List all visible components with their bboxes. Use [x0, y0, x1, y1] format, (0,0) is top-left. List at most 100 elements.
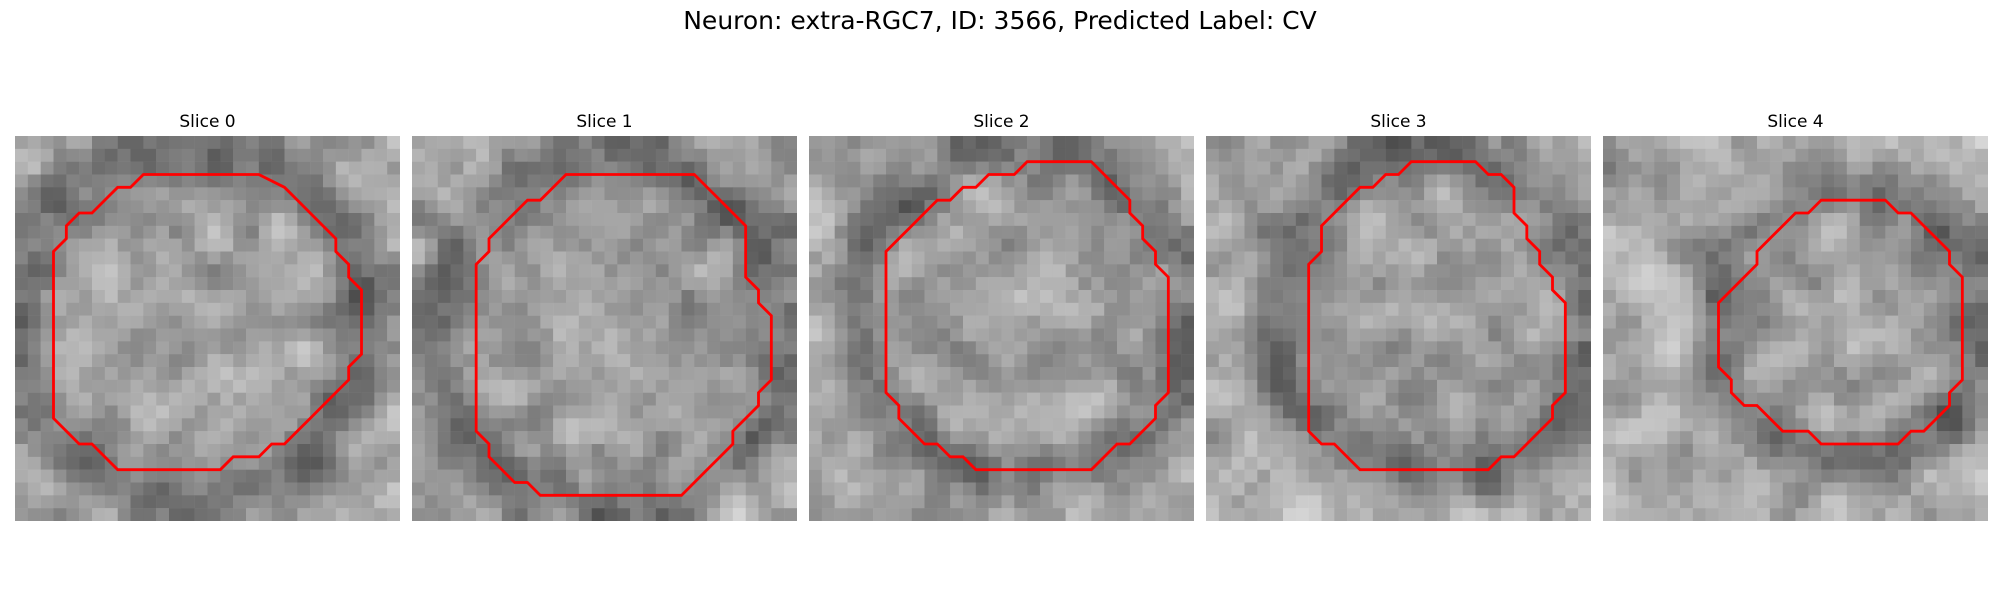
pixel [720, 277, 734, 291]
pixel [1718, 251, 1732, 265]
pixel [950, 161, 964, 175]
pixel [130, 405, 144, 419]
pixel [117, 431, 131, 445]
pixel [1744, 174, 1758, 188]
pixel [1795, 148, 1809, 162]
pixel [1846, 264, 1860, 278]
pixel [53, 315, 67, 329]
pixel [15, 174, 29, 188]
pixel [387, 405, 400, 419]
pixel [233, 290, 247, 304]
pixel [1692, 456, 1706, 470]
pixel [681, 315, 695, 329]
pixel [1603, 161, 1617, 175]
pixel [1385, 456, 1399, 470]
pixel [501, 456, 515, 470]
pixel [1898, 136, 1912, 150]
pixel [911, 418, 925, 432]
pixel [1782, 456, 1796, 470]
pixel [437, 341, 451, 355]
pixel [1462, 431, 1476, 445]
pixel [988, 469, 1002, 483]
pixel [79, 328, 93, 342]
pixel [821, 392, 835, 406]
pixel [591, 341, 605, 355]
pixel [975, 136, 989, 150]
pixel [1218, 444, 1232, 458]
pixel [1885, 405, 1899, 419]
pixel [1718, 302, 1732, 316]
pixel [1628, 469, 1642, 483]
pixel [655, 367, 669, 381]
pixel [643, 354, 657, 368]
pixel [1936, 456, 1950, 470]
pixel [809, 482, 823, 496]
pixel [1859, 508, 1873, 521]
pixel [27, 161, 41, 175]
pixel [1514, 418, 1528, 432]
pixel [40, 482, 54, 496]
pixel [1065, 302, 1079, 316]
pixel [604, 469, 618, 483]
pixel [246, 418, 260, 432]
pixel [117, 213, 131, 227]
pixel [924, 174, 938, 188]
pixel [1270, 213, 1284, 227]
pixel [1578, 341, 1591, 355]
pixel [1885, 354, 1899, 368]
pixel [514, 251, 528, 265]
pixel [1155, 341, 1169, 355]
pixel [1757, 200, 1771, 214]
pixel [374, 354, 388, 368]
pixel [1244, 161, 1258, 175]
pixel [1206, 264, 1220, 278]
pixel [784, 277, 797, 291]
pixel [489, 251, 503, 265]
pixel [694, 508, 708, 521]
pixel [1962, 392, 1976, 406]
pixel [1808, 379, 1822, 393]
pixel [1834, 508, 1848, 521]
pixel [1155, 187, 1169, 201]
pixel [1744, 213, 1758, 227]
pixel [720, 392, 734, 406]
pixel [501, 200, 515, 214]
pixel [1398, 392, 1412, 406]
pixel [387, 508, 400, 521]
pixel [540, 302, 554, 316]
pixel [1462, 495, 1476, 509]
pixel [1718, 444, 1732, 458]
pixel [1078, 456, 1092, 470]
pixel [514, 418, 528, 432]
pixel [1872, 148, 1886, 162]
pixel [1065, 341, 1079, 355]
pixel [604, 200, 618, 214]
pixel [117, 354, 131, 368]
pixel [1757, 328, 1771, 342]
pixel [1475, 213, 1489, 227]
pixel [27, 136, 41, 150]
pixel [1641, 213, 1655, 227]
pixel [809, 328, 823, 342]
pixel [207, 341, 221, 355]
pixel [1334, 367, 1348, 381]
pixel [886, 456, 900, 470]
pixel [258, 225, 272, 239]
pixel [1731, 238, 1745, 252]
pixel [1718, 136, 1732, 150]
pixel [591, 392, 605, 406]
pixel [821, 161, 835, 175]
pixel [169, 251, 183, 265]
pixel [169, 418, 183, 432]
pixel [1782, 354, 1796, 368]
pixel [1065, 277, 1079, 291]
pixel [1334, 187, 1348, 201]
pixel [27, 444, 41, 458]
pixel [271, 405, 285, 419]
pixel [1360, 174, 1374, 188]
pixel [437, 277, 451, 291]
pixel [1578, 187, 1591, 201]
pixel [284, 392, 298, 406]
pixel [1437, 444, 1451, 458]
pixel [1744, 444, 1758, 458]
